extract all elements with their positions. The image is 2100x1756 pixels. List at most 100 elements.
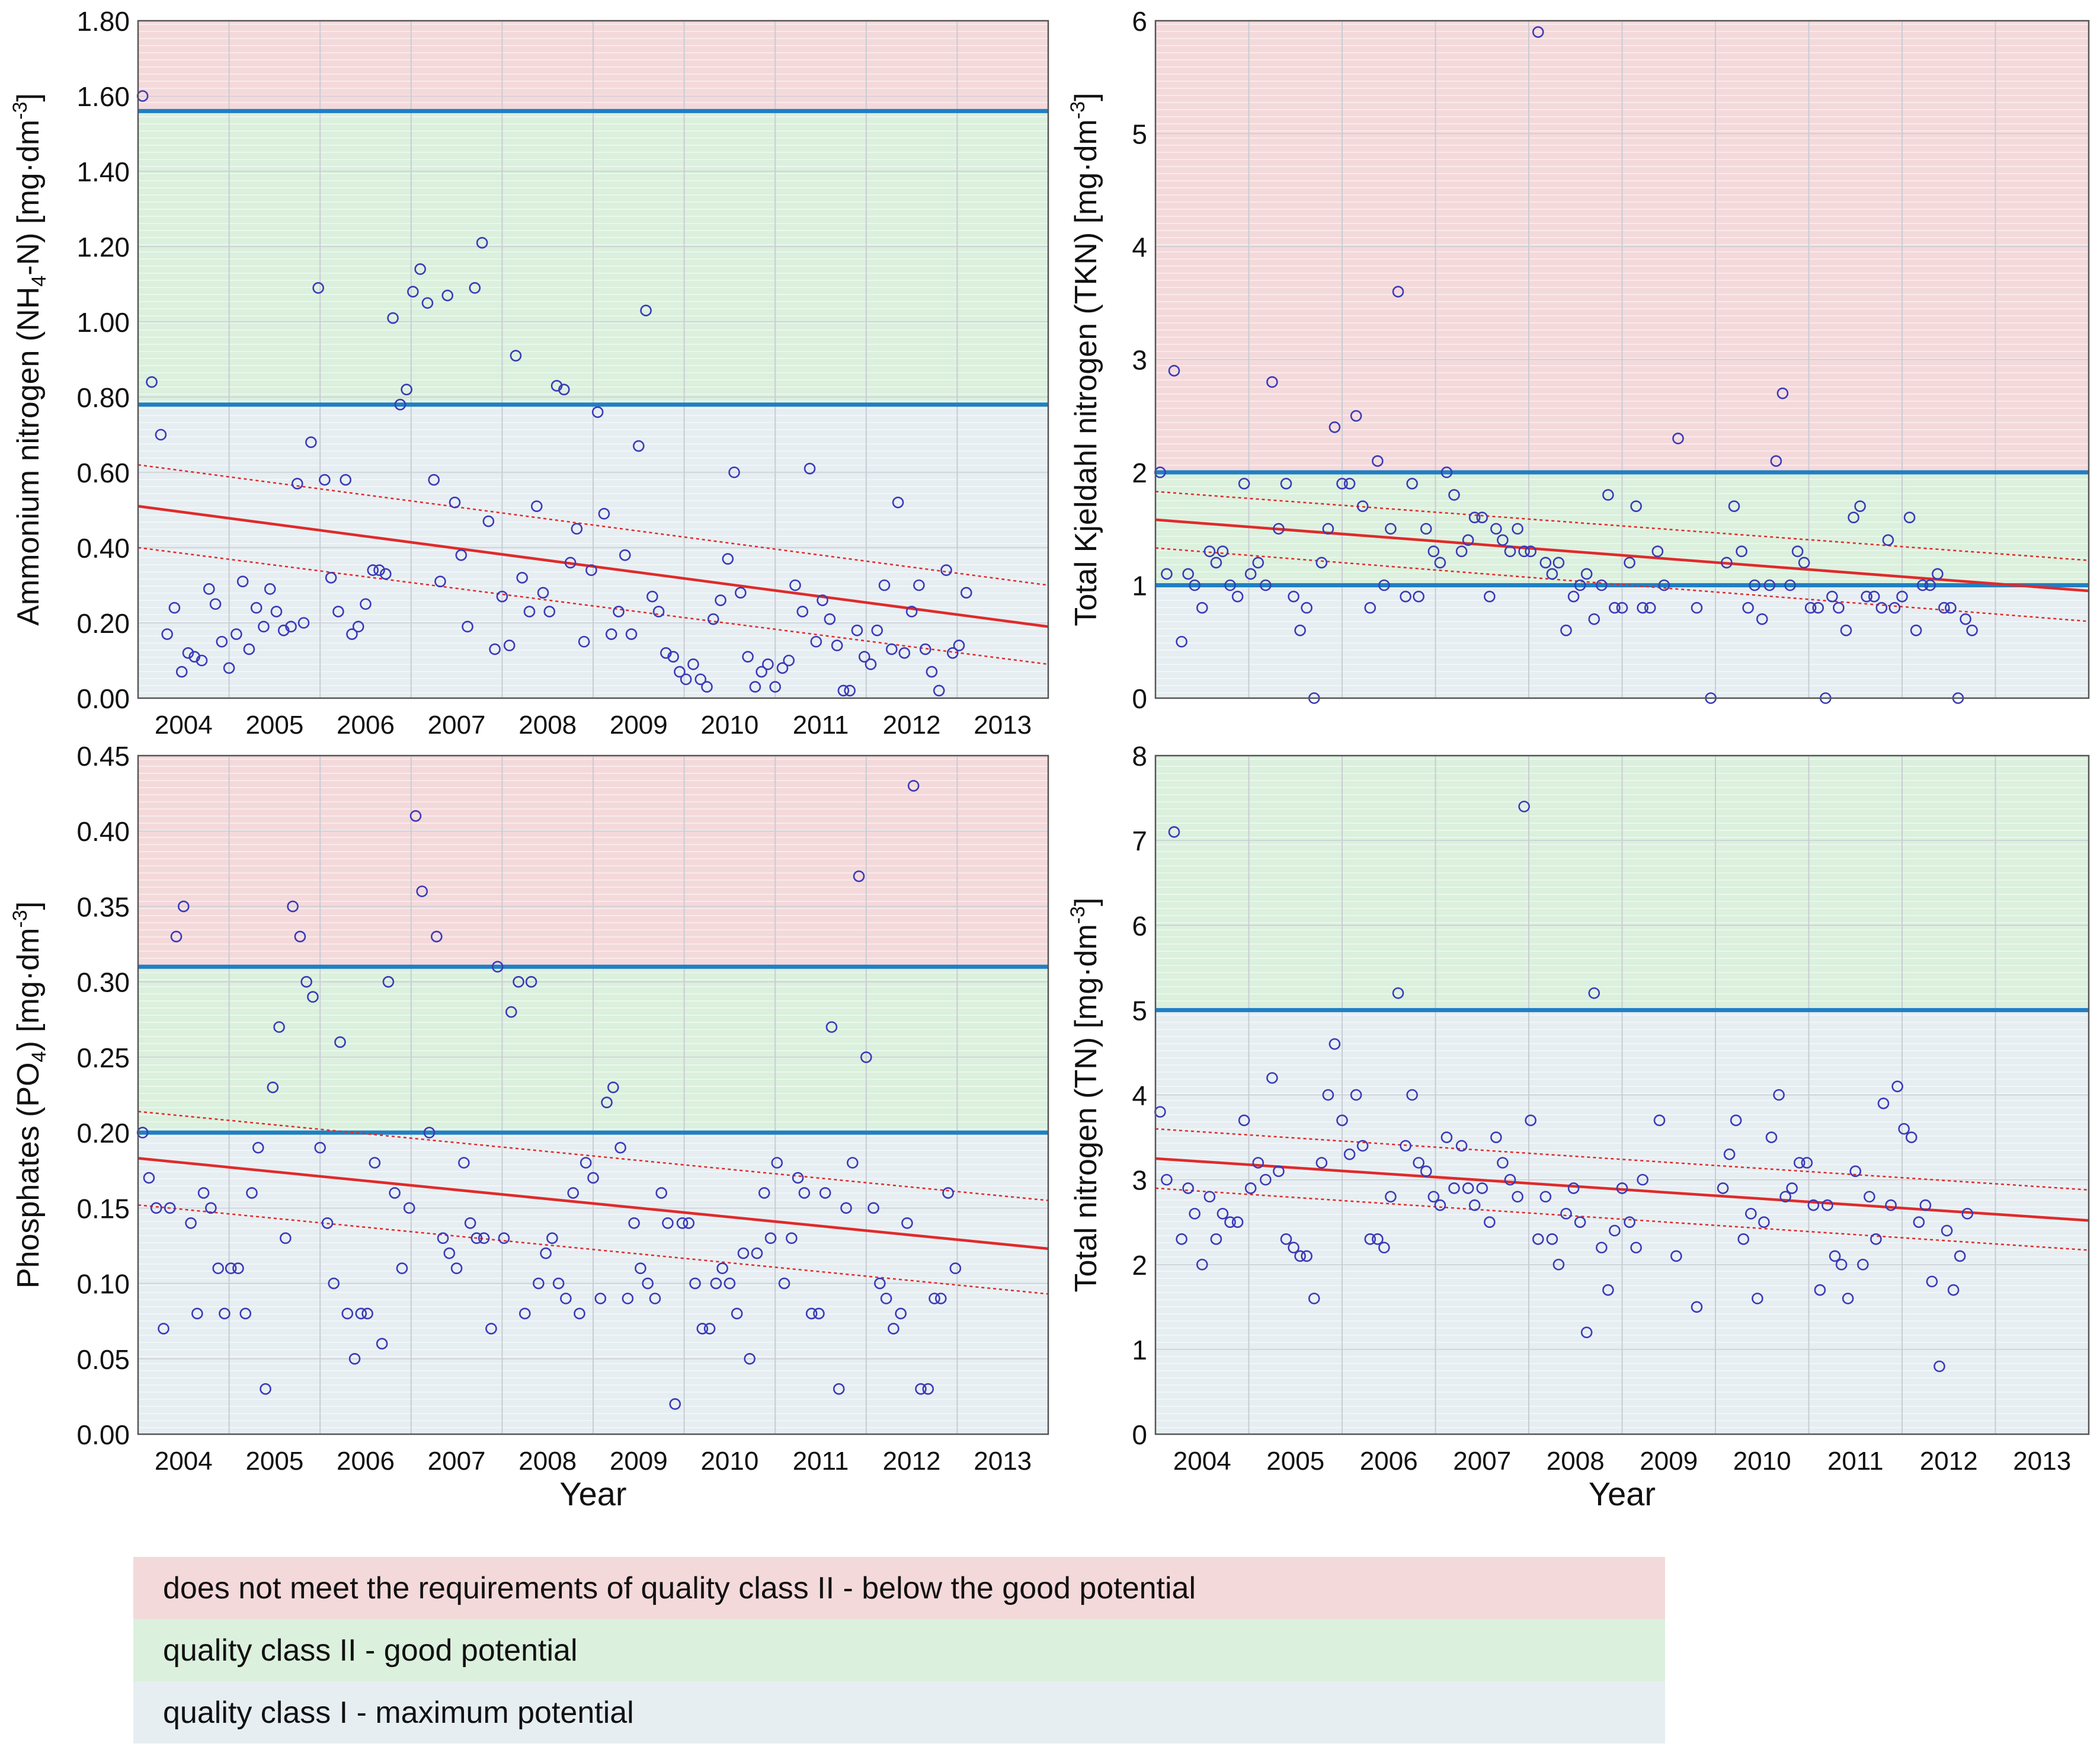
data-point: [1910, 624, 1922, 636]
y-tick-label: 0.05: [76, 1344, 130, 1375]
data-point: [1840, 624, 1852, 636]
data-point: [642, 1277, 654, 1290]
data-point: [1567, 1182, 1580, 1194]
data-point: [1301, 1250, 1312, 1262]
data-point: [1525, 545, 1536, 558]
data-point: [1532, 26, 1544, 38]
y-axis-title: Phosphates (PO4) [mg·dm-3]: [9, 901, 50, 1288]
data-point: [236, 575, 249, 587]
data-point: [1961, 1208, 1974, 1220]
data-point: [1849, 1165, 1862, 1178]
data-point: [1728, 500, 1740, 512]
data-point: [170, 930, 183, 943]
data-point: [880, 1293, 892, 1304]
data-point: [1294, 624, 1306, 636]
data-point: [1882, 534, 1894, 546]
data-point: [250, 602, 262, 614]
data-point: [177, 900, 190, 913]
data-point: [703, 1323, 716, 1335]
data-point: [505, 1006, 517, 1018]
data-point: [1512, 1191, 1523, 1203]
data-point: [346, 628, 358, 640]
data-point: [580, 1157, 592, 1169]
data-point: [496, 590, 508, 603]
y-tick-label: 1.60: [76, 81, 130, 112]
data-point: [764, 1232, 777, 1245]
data-point: [783, 654, 795, 667]
y-tick-label: 0.00: [76, 683, 130, 714]
data-point: [1829, 1250, 1841, 1262]
data-point: [387, 312, 399, 324]
y-tick-label: 1: [1132, 571, 1147, 602]
data-point: [485, 1323, 497, 1335]
legend-item-maximum-potential: quality class I - maximum potential: [133, 1681, 1665, 1744]
data-point: [1552, 1258, 1565, 1271]
data-point: [1350, 410, 1362, 422]
data-point: [716, 1262, 728, 1274]
data-point: [285, 620, 297, 633]
chart-panel-3: 0.00 0.05 0.10 0.15 0.20 0.25 0.30 0.35 0.40 0.45…: [9, 741, 1049, 1512]
data-point: [489, 643, 501, 655]
data-point: [1574, 1216, 1586, 1228]
x-tick-label: 2006: [337, 1447, 395, 1476]
data-point: [1602, 489, 1614, 501]
data-point: [409, 810, 422, 822]
data-point: [803, 462, 816, 475]
x-tick-label: 2008: [518, 1447, 577, 1476]
data-point: [355, 1307, 367, 1320]
data-point: [340, 474, 352, 486]
data-point: [1602, 1284, 1614, 1296]
data-point: [1835, 1258, 1848, 1271]
data-point: [332, 606, 344, 618]
x-tick-label: 2006: [337, 711, 395, 740]
data-point: [769, 681, 781, 693]
data-point: [1932, 568, 1944, 580]
data-point: [776, 662, 789, 674]
x-tick-label: 2011: [1827, 1447, 1884, 1476]
y-tick-label: 0.20: [76, 608, 130, 639]
y-tick-label: 0.15: [76, 1193, 130, 1224]
x-tick-label: 2007: [428, 711, 486, 740]
y-tick-label: 0.35: [76, 891, 130, 922]
data-point: [1742, 602, 1754, 614]
data-point: [325, 571, 337, 584]
data-point: [813, 1307, 825, 1320]
data-point: [212, 1262, 224, 1274]
data-point: [1933, 1360, 1945, 1373]
plot-frame: [137, 754, 1049, 1435]
data-point: [523, 606, 536, 618]
data-point: [1596, 1242, 1608, 1253]
data-point: [724, 1277, 736, 1290]
legend-item-good-potential: quality class II - good potential: [133, 1619, 1665, 1681]
data-point: [225, 1262, 237, 1274]
confidence-upper-line: [137, 464, 1049, 586]
data-point: [633, 440, 645, 452]
data-point: [640, 305, 652, 316]
data-point: [455, 549, 468, 561]
data-point: [1196, 602, 1208, 614]
data-point: [578, 635, 590, 648]
data-point: [1468, 1199, 1481, 1211]
data-point: [871, 624, 883, 636]
data-point: [1336, 1114, 1348, 1127]
data-point: [503, 639, 516, 651]
data-point: [252, 1141, 264, 1154]
y-tick-label: 0.30: [76, 967, 130, 998]
data-point: [1224, 1216, 1236, 1228]
data-point: [1954, 1250, 1966, 1262]
y-tick-label: 6: [1132, 910, 1147, 941]
data-point: [1315, 556, 1328, 569]
data-point: [1609, 602, 1621, 614]
data-point: [243, 643, 255, 655]
x-tick-label: 2009: [1640, 1447, 1698, 1476]
y-tick-label: 1: [1132, 1335, 1147, 1365]
data-point: [758, 1187, 770, 1199]
confidence-lower-line: [137, 546, 1049, 666]
data-point: [513, 975, 524, 988]
data-point: [674, 666, 686, 678]
data-point: [1580, 1326, 1593, 1339]
data-point: [216, 635, 228, 648]
data-point: [1273, 1165, 1285, 1178]
data-point: [824, 613, 836, 625]
data-point: [1518, 545, 1530, 558]
